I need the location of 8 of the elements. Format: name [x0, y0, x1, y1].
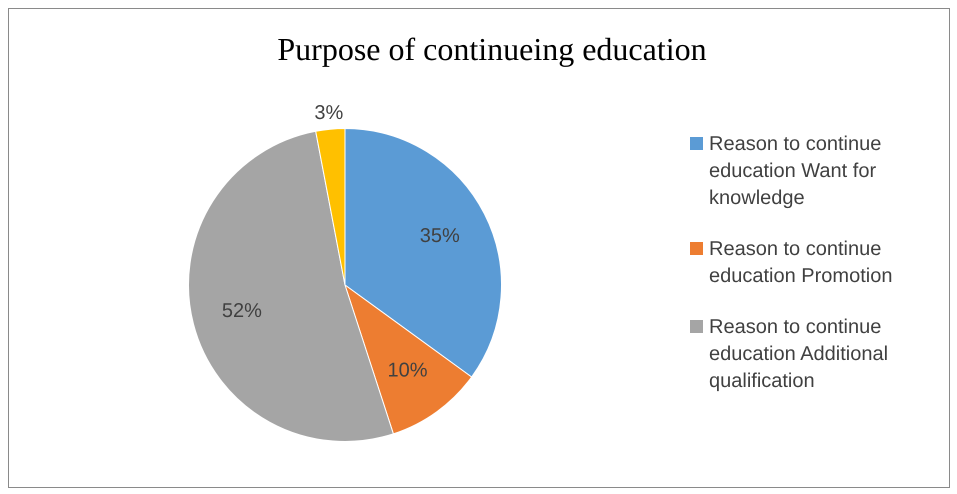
data-label: 10% [388, 360, 428, 382]
chart-title: Purpose of continueing education [276, 31, 708, 68]
data-label: 52% [222, 300, 262, 322]
data-label: 3% [314, 102, 344, 124]
legend-label: Reason to continue education Additional qualification [709, 315, 890, 394]
legend-label: Reason to continue education Want for knowledge [709, 132, 882, 211]
data-label: 35% [420, 225, 460, 248]
legend-label: Reason to continue education Promotion [709, 237, 894, 289]
